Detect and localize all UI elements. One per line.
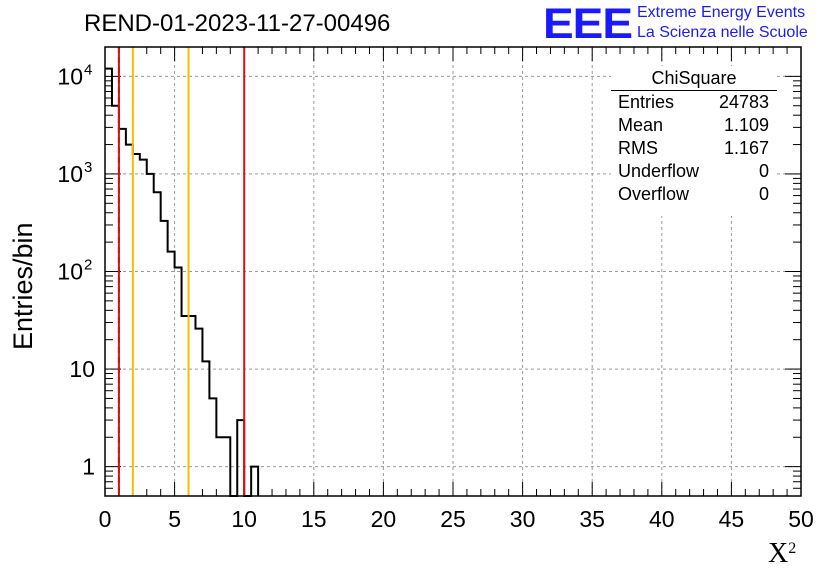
stats-label: Overflow [618,184,690,204]
x-axis-label-exponent: 2 [788,540,797,557]
y-tick-exponent: 2 [84,257,92,274]
y-tick-label: 10 [57,259,83,285]
x-tick-label: 40 [649,506,675,532]
stats-row-entries: Entries 24783 [611,91,777,114]
x-tick-label: 30 [510,506,536,532]
x-tick-label: 45 [719,506,745,532]
x-tick-label: 0 [99,506,112,532]
y-tick-exponent: 3 [84,159,92,176]
stats-value: 1.167 [723,138,769,158]
stats-row-underflow: Underflow 0 [611,160,777,183]
x-tick-label: 50 [788,506,814,532]
y-tick-label: 1 [82,454,95,480]
stats-box: ChiSquare Entries 24783 Mean 1.109 RMS 1… [611,66,777,216]
stats-value: 1.109 [723,115,769,135]
stats-label: Entries [618,92,675,112]
logo-line-2: La Scienza nelle Scuole [637,24,808,41]
plot-title: REND-01-2023-11-27-00496 [84,10,391,37]
y-tick-label: 10 [57,161,83,187]
x-axis-label: X2 [768,538,796,570]
stats-row-overflow: Overflow 0 [611,183,777,206]
x-tick-label: 10 [231,506,257,532]
stats-label: RMS [618,138,658,158]
stats-title: ChiSquare [611,66,777,91]
stats-label: Underflow [618,161,700,181]
stats-value: 24783 [718,92,769,112]
stats-value: 0 [758,161,769,181]
x-tick-label: 5 [168,506,181,532]
y-tick-label: 10 [57,63,83,89]
eee-logo: EEE [543,0,633,48]
x-tick-label: 15 [301,506,327,532]
x-tick-label: 20 [371,506,397,532]
stats-row-mean: Mean 1.109 [611,114,777,137]
stats-row-rms: RMS 1.167 [611,137,777,160]
logo-line-1: Extreme Energy Events [637,4,806,21]
y-tick-exponent: 4 [84,61,92,78]
stats-label: Mean [618,115,664,135]
x-tick-label: 25 [440,506,466,532]
y-tick-label: 10 [69,356,95,382]
x-axis-label-base: X [768,538,789,569]
plot-frame [104,46,802,497]
stats-value: 0 [758,184,769,204]
x-tick-label: 35 [579,506,605,532]
